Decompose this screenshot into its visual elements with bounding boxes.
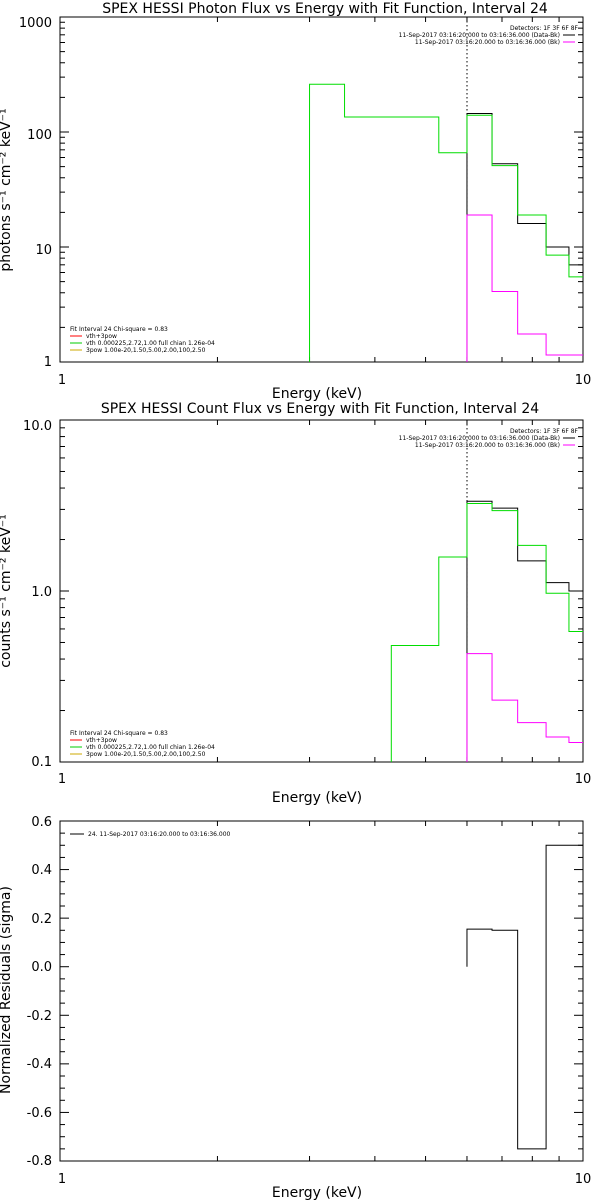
legend-entry-label: 11-Sep-2017 03:16:20.000 to 03:16:36.000…: [415, 39, 560, 46]
count-flux-panel: SPEX HESSI Count Flux vs Energy with Fit…: [0, 401, 591, 806]
x-axis-label: Energy (keV): [272, 1185, 362, 1200]
legend-entry-label: 11-Sep-2017 03:16:20.000 to 03:16:36.000…: [399, 32, 560, 39]
legend-entry-label: vth 0.000225,2.72,1.00 full chian 1.26e-…: [86, 744, 215, 751]
legend-residuals: 24. 11-Sep-2017 03:16:20.000 to 03:16:36…: [70, 831, 231, 838]
y-tick-label: -0.2: [27, 1009, 52, 1024]
series-residuals-line: [466, 844, 584, 1150]
legend-fit: Fit Interval 24 Chi-square = 0.83 vth+3p…: [70, 326, 215, 354]
x-axis-label: Energy (keV): [272, 790, 362, 806]
axis-ticks: [59, 820, 584, 1162]
legend-detectors: Detectors: 1F 3F 6F 8F 11-Sep-2017 03:16…: [399, 25, 579, 46]
x-tick-label: 1: [58, 373, 66, 388]
photon-flux-panel: SPEX HESSI Photon Flux vs Energy with Fi…: [0, 1, 591, 402]
y-tick-label: -0.6: [27, 1106, 52, 1121]
legend-detectors: Detectors: 1F 3F 6F 8F 11-Sep-2017 03:16…: [399, 428, 579, 449]
x-tick-label: 10: [575, 1172, 592, 1187]
y-tick-label: -0.4: [27, 1057, 52, 1072]
y-tick-label: 1000: [19, 16, 52, 31]
axis-ticks: [59, 16, 584, 363]
legend-entry-label: 3pow 1.00e-20,1.50,5.00,2.00,100,2.50: [86, 347, 206, 354]
y-tick-label: 1: [44, 355, 52, 370]
y-tick-label: 0.4: [31, 863, 52, 878]
x-axis-label: Energy (keV): [272, 386, 362, 402]
series-data-line: [466, 112, 583, 362]
y-axis-label: counts s⁻¹ cm⁻² keV⁻¹: [0, 514, 14, 668]
x-tick-label: 10: [575, 772, 592, 787]
plot-frame: [59, 419, 584, 763]
legend-entry-label: vth 0.000225,2.72,1.00 full chian 1.26e-…: [86, 340, 215, 347]
chart-title: SPEX HESSI Photon Flux vs Energy with Fi…: [102, 1, 548, 17]
plot-frame: [59, 820, 584, 1162]
series-fit-line: [390, 502, 583, 762]
y-tick-label: 100: [27, 128, 52, 143]
x-tick-label: 10: [575, 373, 592, 388]
y-tick-label: -0.8: [27, 1154, 52, 1169]
legend-entry-label: 24. 11-Sep-2017 03:16:20.000 to 03:16:36…: [88, 831, 231, 838]
legend-header: Detectors: 1F 3F 6F 8F: [510, 25, 579, 32]
series-group: [309, 83, 583, 362]
y-axis-label: photons s⁻¹ cm⁻² keV⁻¹: [0, 108, 14, 271]
legend-header: Fit Interval 24 Chi-square = 0.83: [70, 730, 168, 737]
plot-frame: [59, 16, 584, 363]
y-tick-label: 0.2: [31, 912, 52, 927]
legend-entry-label: vth+3pow: [86, 333, 117, 340]
y-tick-label: 1.0: [31, 585, 52, 600]
x-tick-label: 1: [58, 772, 66, 787]
legend-header: Fit Interval 24 Chi-square = 0.83: [70, 326, 168, 333]
series-data-line: [466, 500, 583, 762]
y-tick-label: 10: [35, 243, 52, 258]
series-fit-line: [309, 83, 583, 362]
legend-entry-label: 3pow 1.00e-20,1.50,5.00,2.00,100,2.50: [86, 751, 206, 758]
chart-title: SPEX HESSI Count Flux vs Energy with Fit…: [101, 401, 539, 417]
y-tick-label: 0.0: [31, 960, 52, 975]
y-tick-label: 10.0: [23, 419, 52, 434]
series-background-line: [466, 214, 583, 362]
legend-fit: Fit Interval 24 Chi-square = 0.83 vth+3p…: [70, 730, 215, 758]
series-background-line: [466, 653, 583, 762]
legend-entry-label: vth+3pow: [86, 737, 117, 744]
series-group: [390, 500, 583, 762]
residuals-panel: 0.6 0.4 0.2 0.0 -0.2 -0.4 -0.6 -0.8 1 10…: [0, 815, 592, 1201]
series-group: [466, 844, 584, 1150]
y-axis-label: Normalized Residuals (sigma): [0, 886, 14, 1094]
y-tick-label: 0.6: [31, 815, 52, 830]
legend-entry-label: 11-Sep-2017 03:16:20.000 to 03:16:36.000…: [399, 435, 560, 442]
y-tick-label: 0.1: [31, 755, 52, 770]
x-tick-label: 1: [58, 1172, 66, 1187]
legend-entry-label: 11-Sep-2017 03:16:20.000 to 03:16:36.000…: [415, 442, 560, 449]
legend-header: Detectors: 1F 3F 6F 8F: [510, 428, 579, 435]
axis-ticks: [59, 419, 584, 763]
